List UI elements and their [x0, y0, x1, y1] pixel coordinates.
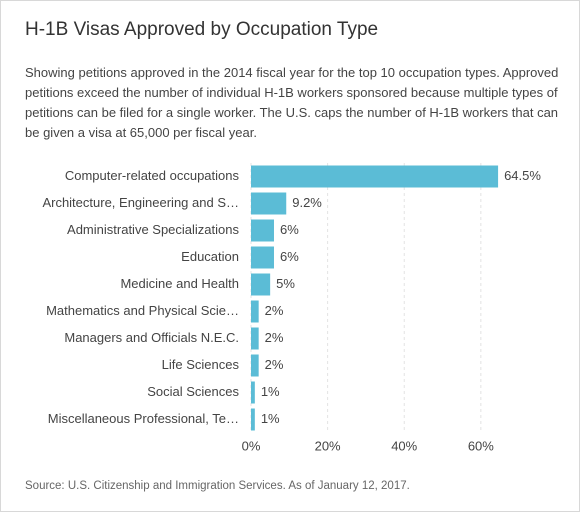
value-label: 6%: [280, 222, 299, 237]
bar: [251, 192, 287, 215]
y-tick-label: Administrative Specializations: [67, 222, 239, 237]
y-tick-label: Mathematics and Physical Scie…: [46, 303, 239, 318]
x-tick-label: 20%: [315, 438, 341, 453]
bar: [251, 300, 259, 323]
bar: [251, 219, 274, 242]
chart-title: H-1B Visas Approved by Occupation Type: [25, 19, 379, 40]
x-tick-label: 60%: [468, 438, 494, 453]
bar: [251, 354, 259, 377]
value-label: 5%: [276, 276, 295, 291]
y-tick-label: Miscellaneous Professional, Te…: [48, 411, 239, 426]
y-tick-label: Life Sciences: [162, 357, 240, 372]
bar: [251, 165, 499, 188]
value-label: 64.5%: [504, 168, 541, 183]
value-label: 2%: [265, 357, 284, 372]
x-tick-label: 40%: [391, 438, 417, 453]
y-tick-label: Architecture, Engineering and S…: [42, 195, 239, 210]
value-label: 9.2%: [292, 195, 322, 210]
chart-subtitle: Showing petitions approved in the 2014 f…: [25, 65, 559, 140]
y-tick-label: Managers and Officials N.E.C.: [64, 330, 239, 345]
value-label: 6%: [280, 249, 299, 264]
value-label: 1%: [261, 411, 280, 426]
value-label: 1%: [261, 384, 280, 399]
bar: [251, 246, 274, 269]
value-label: 2%: [265, 330, 284, 345]
value-label: 2%: [265, 303, 284, 318]
y-tick-label: Medicine and Health: [120, 276, 239, 291]
bar: [251, 273, 271, 296]
y-tick-label: Computer-related occupations: [65, 168, 240, 183]
y-tick-label: Social Sciences: [147, 384, 239, 399]
bar: [251, 381, 255, 404]
bar: [251, 408, 255, 431]
source-note: Source: U.S. Citizenship and Immigration…: [25, 480, 410, 492]
y-tick-label: Education: [181, 249, 239, 264]
x-tick-label: 0%: [242, 438, 261, 453]
bar: [251, 327, 259, 350]
